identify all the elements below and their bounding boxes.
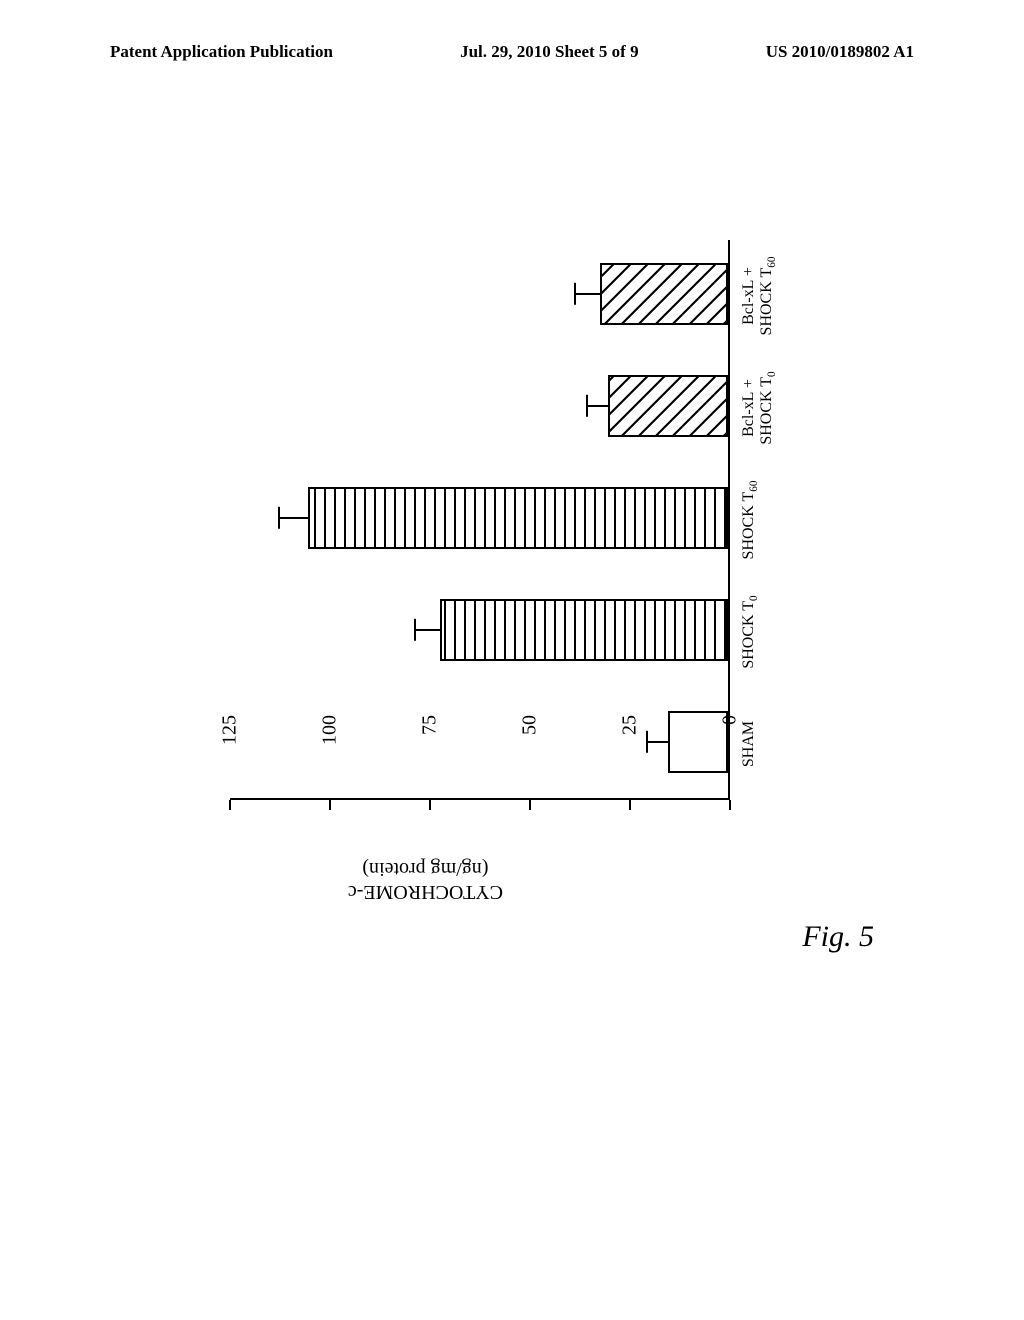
y-tick-label: 125 bbox=[219, 715, 242, 745]
y-axis-title-line2: (ng/mg protein) bbox=[362, 858, 488, 880]
error-cap bbox=[586, 395, 588, 417]
header-center: Jul. 29, 2010 Sheet 5 of 9 bbox=[460, 42, 639, 62]
error-bar bbox=[574, 293, 602, 295]
y-tick-label: 0 bbox=[719, 715, 742, 725]
page-header: Patent Application Publication Jul. 29, … bbox=[0, 42, 1024, 62]
error-bar bbox=[278, 517, 310, 519]
bar bbox=[600, 263, 728, 325]
chart-rotated-container: CYTOCHROME-c (ng/mg protein) 0 25 50 75 100 1… bbox=[150, 140, 870, 900]
error-cap bbox=[646, 731, 648, 753]
error-cap bbox=[278, 507, 280, 529]
x-category-label: SHOCK T0 bbox=[740, 577, 760, 687]
x-category-label: SHAM bbox=[740, 689, 758, 799]
x-category-label: Bcl-xL +SHOCK T0 bbox=[740, 353, 778, 463]
y-tick bbox=[329, 800, 331, 810]
error-bar bbox=[646, 741, 670, 743]
error-cap bbox=[574, 283, 576, 305]
bar bbox=[608, 375, 728, 437]
y-axis-title-line1: CYTOCHROME-c bbox=[348, 881, 503, 903]
y-tick bbox=[629, 800, 631, 810]
header-left: Patent Application Publication bbox=[110, 42, 333, 62]
y-axis-title: CYTOCHROME-c (ng/mg protein) bbox=[348, 857, 503, 903]
y-tick bbox=[729, 800, 731, 810]
x-category-label: Bcl-xL +SHOCK T60 bbox=[740, 241, 778, 351]
y-tick bbox=[529, 800, 531, 810]
header-right: US 2010/0189802 A1 bbox=[766, 42, 914, 62]
y-tick-label: 100 bbox=[319, 715, 342, 745]
x-category-label: SHOCK T60 bbox=[740, 465, 760, 575]
figure-caption: Fig. 5 bbox=[802, 920, 874, 954]
bar bbox=[440, 599, 728, 661]
plot-area bbox=[230, 240, 730, 800]
error-bar bbox=[586, 405, 610, 407]
error-bar bbox=[414, 629, 442, 631]
y-tick-label: 25 bbox=[619, 715, 642, 735]
y-tick-label: 75 bbox=[419, 715, 442, 735]
error-cap bbox=[414, 619, 416, 641]
y-tick bbox=[429, 800, 431, 810]
y-tick-label: 50 bbox=[519, 715, 542, 735]
bar bbox=[308, 487, 728, 549]
y-tick bbox=[229, 800, 231, 810]
